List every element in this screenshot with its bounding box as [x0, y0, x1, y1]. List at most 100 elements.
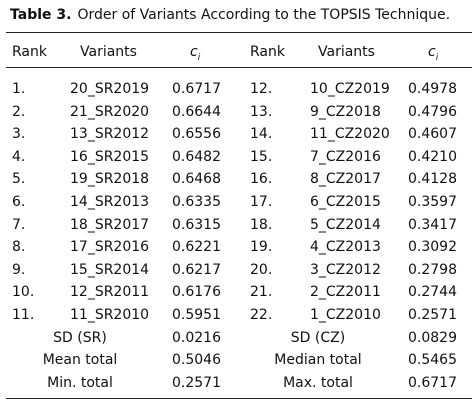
- table-row: 8. 17_SR2016 0.6221 19. 4_CZ2013 0.3092: [0, 235, 474, 259]
- rank-left-cell: 3.: [12, 126, 26, 143]
- table-caption: Table 3. Order of Variants According to t…: [10, 2, 450, 28]
- rank-left-cell: 6.: [12, 194, 26, 210]
- variant-left-cell: 15_SR2014: [70, 261, 150, 278]
- ci-right-cell: 0.3597: [408, 194, 457, 210]
- variant-left-cell: 19_SR2018: [70, 171, 150, 188]
- variant-right-cell: 1_CZ2010: [310, 307, 381, 323]
- rank-left-cell: 4.: [12, 148, 26, 165]
- rank-left-cell: 5.: [12, 171, 26, 188]
- summary-label-left: Mean total: [42, 352, 118, 369]
- ci-left-cell: 0.6176: [172, 284, 221, 301]
- summary-value-right: 0.0829: [408, 329, 457, 346]
- table-row: 10. 12_SR2011 0.6176 21. 2_CZ2011 0.2744: [0, 280, 474, 304]
- rank-left-cell: 9.: [12, 261, 26, 278]
- header-rank-right: Rank: [250, 44, 285, 60]
- table-row: 3. 13_SR2012 0.6556 14. 11_CZ2020 0.4607: [0, 122, 474, 146]
- summary-value-left: 0.5046: [172, 352, 221, 369]
- variant-left-cell: 18_SR2017: [70, 216, 150, 233]
- ci-right-cell: 0.3092: [408, 239, 457, 256]
- variant-left-cell: 11_SR2010: [70, 307, 150, 323]
- header-ci-right: ci: [428, 44, 439, 63]
- ci-left-cell: 0.6468: [172, 171, 221, 188]
- ci-right-cell: 0.4607: [408, 126, 457, 143]
- summary-value-right: 0.6717: [408, 374, 457, 391]
- rank-right-cell: 15.: [250, 148, 273, 165]
- variant-right-cell: 7_CZ2016: [310, 148, 381, 165]
- variant-right-cell: 8_CZ2017: [310, 171, 381, 188]
- summary-label-right: SD (CZ): [290, 329, 346, 346]
- bottom-rule: [6, 398, 472, 399]
- table-row: 9. 15_SR2014 0.6217 20. 3_CZ2012 0.2798: [0, 258, 474, 282]
- ci-left-cell: 0.6717: [172, 81, 221, 97]
- header-rule: [6, 67, 472, 68]
- summary-value-left: 0.2571: [172, 374, 221, 391]
- variant-left-cell: 13_SR2012: [70, 126, 150, 143]
- ci-right-cell: 0.4210: [408, 148, 457, 165]
- summary-label-left: Min. total: [47, 374, 113, 391]
- ci-left-cell: 0.6221: [172, 239, 221, 256]
- variant-left-cell: 21_SR2020: [70, 103, 150, 120]
- rank-right-cell: 18.: [250, 216, 273, 233]
- summary-label-right: Median total: [274, 352, 362, 369]
- ci-left-cell: 0.6335: [172, 194, 221, 210]
- rank-right-cell: 20.: [250, 261, 273, 278]
- table-row: 7. 18_SR2017 0.6315 18. 5_CZ2014 0.3417: [0, 213, 474, 237]
- rank-right-cell: 19.: [250, 239, 273, 256]
- variant-right-cell: 11_CZ2020: [310, 126, 390, 143]
- variant-right-cell: 4_CZ2013: [310, 239, 381, 256]
- rank-left-cell: 8.: [12, 239, 26, 256]
- table-number: Table 3.: [10, 7, 72, 23]
- summary-row: SD (SR) 0.0216 SD (CZ) 0.0829: [0, 326, 474, 350]
- summary-row: Min. total 0.2571 Max. total 0.6717: [0, 371, 474, 395]
- top-rule: [6, 32, 472, 33]
- table-row: 11. 11_SR2010 0.5951 22. 1_CZ2010 0.2571: [0, 303, 474, 327]
- summary-label-left: SD (SR): [53, 329, 107, 346]
- ci-left-cell: 0.5951: [172, 307, 221, 323]
- variant-left-cell: 12_SR2011: [70, 284, 150, 301]
- summary-row: Mean total 0.5046 Median total 0.5465: [0, 348, 474, 372]
- header-rank-left: Rank: [12, 44, 47, 60]
- variant-left-cell: 16_SR2015: [70, 148, 150, 165]
- variant-right-cell: 10_CZ2019: [310, 81, 390, 97]
- rank-right-cell: 21.: [250, 284, 273, 301]
- summary-label-right: Max. total: [283, 374, 353, 391]
- rank-left-cell: 1.: [12, 81, 26, 97]
- variant-left-cell: 14_SR2013: [70, 194, 150, 210]
- ci-right-cell: 0.4128: [408, 171, 457, 188]
- ci-left-cell: 0.6217: [172, 261, 221, 278]
- table-row: 6. 14_SR2013 0.6335 17. 6_CZ2015 0.3597: [0, 190, 474, 214]
- rank-left-cell: 10.: [12, 284, 35, 301]
- rank-right-cell: 13.: [250, 103, 273, 120]
- summary-value-left: 0.0216: [172, 329, 221, 346]
- table-row: 5. 19_SR2018 0.6468 16. 8_CZ2017 0.4128: [0, 167, 474, 191]
- table-row: 1. 20_SR2019 0.6717 12. 10_CZ2019 0.4978: [0, 77, 474, 101]
- header-variants-right: Variants: [318, 44, 375, 60]
- rank-left-cell: 11.: [12, 307, 35, 323]
- ci-left-cell: 0.6315: [172, 216, 221, 233]
- variant-right-cell: 5_CZ2014: [310, 216, 381, 233]
- table-row: 4. 16_SR2015 0.6482 15. 7_CZ2016 0.4210: [0, 145, 474, 169]
- table-title: Order of Variants According to the TOPSI…: [77, 7, 451, 23]
- rank-right-cell: 12.: [250, 81, 273, 97]
- summary-value-right: 0.5465: [408, 352, 457, 369]
- rank-right-cell: 14.: [250, 126, 273, 143]
- ci-right-cell: 0.2571: [408, 307, 457, 323]
- rank-right-cell: 22.: [250, 307, 273, 323]
- ci-left-cell: 0.6556: [172, 126, 221, 143]
- rank-left-cell: 2.: [12, 103, 26, 120]
- rank-right-cell: 17.: [250, 194, 273, 210]
- ci-right-cell: 0.4796: [408, 103, 457, 120]
- table-row: 2. 21_SR2020 0.6644 13. 9_CZ2018 0.4796: [0, 100, 474, 124]
- variant-left-cell: 20_SR2019: [70, 81, 150, 97]
- ci-left-cell: 0.6482: [172, 148, 221, 165]
- variant-right-cell: 2_CZ2011: [310, 284, 381, 301]
- variant-right-cell: 6_CZ2015: [310, 194, 381, 210]
- variant-right-cell: 9_CZ2018: [310, 103, 381, 120]
- variant-right-cell: 3_CZ2012: [310, 261, 381, 278]
- header-variants-left: Variants: [80, 44, 137, 60]
- variant-left-cell: 17_SR2016: [70, 239, 150, 256]
- header-ci-left: ci: [190, 44, 201, 63]
- ci-right-cell: 0.2744: [408, 284, 457, 301]
- rank-left-cell: 7.: [12, 216, 26, 233]
